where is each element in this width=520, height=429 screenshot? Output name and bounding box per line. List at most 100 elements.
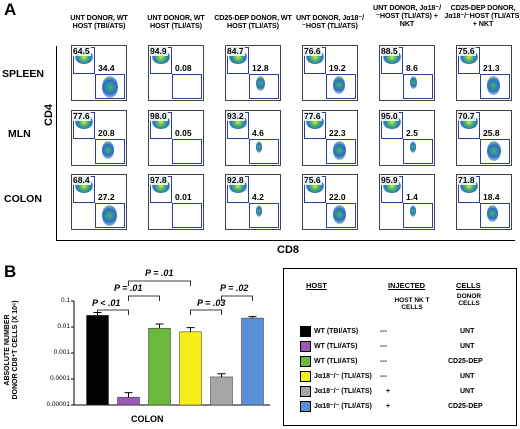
cd8-percentage: 2.5 [405, 128, 419, 138]
cd8-percentage: 25.8 [482, 128, 501, 138]
bar [241, 317, 264, 406]
legend-header-cells: CELLS [456, 281, 481, 290]
flow-plot: 64.5 34.4 [71, 45, 127, 101]
pvalue-label: P < .01 [92, 298, 121, 308]
significance-bracket [190, 309, 222, 315]
bar [117, 396, 140, 406]
cd8-gate [95, 74, 125, 99]
cd8-percentage: 21.3 [482, 63, 501, 73]
cd8-percentage: 0.08 [174, 63, 193, 73]
legend-swatch [300, 356, 311, 367]
row-label-colon: COLON [4, 193, 42, 205]
cd8-gate [172, 139, 202, 164]
y-axis-line [56, 46, 57, 240]
cd8-axis-label: CD8 [277, 244, 300, 256]
cd8-population-blob [487, 205, 499, 223]
cd8-gate [172, 74, 202, 99]
cd8-percentage: 19.2 [328, 63, 347, 73]
legend-subheader-injected: HOST NK T CELLS [394, 297, 430, 311]
flow-plot: 71.8 18.4 [456, 174, 512, 230]
y-tick-label: 0.001 [53, 349, 70, 356]
column-header: UNT DONOR, Jα18⁻/⁻HOST (TLI/ATS) + NKT [372, 3, 442, 28]
flow-plot: 88.5 8.6 [379, 45, 435, 101]
legend-cells: UNT [460, 373, 475, 380]
cd4-percentage: 84.7 [226, 46, 245, 56]
column-header: UNT DONOR, Jα18⁻/⁻HOST (TLI/ATS) [295, 13, 365, 30]
cd8-percentage: 12.8 [251, 63, 270, 73]
bar [86, 315, 109, 406]
flow-plot: 77.6 22.3 [302, 110, 358, 166]
legend-header-host: HOST [306, 281, 327, 290]
cd8-percentage: 1.4 [405, 192, 419, 202]
cd8-gate [480, 203, 510, 228]
legend-injected: --- [380, 343, 387, 350]
significance-bracket [128, 280, 191, 286]
cd4-percentage: 95.0 [380, 111, 399, 121]
cd8-population-blob [102, 141, 115, 160]
cd4-percentage: 88.5 [380, 46, 399, 56]
cd8-population-blob [333, 76, 345, 94]
legend-injected: --- [380, 328, 387, 335]
flow-plot: 98.0 0.05 [148, 110, 204, 166]
cd8-gate [403, 203, 433, 228]
legend-subheader-cells: DONOR CELLS [456, 293, 482, 307]
legend-cells: CD25-DEP [448, 403, 483, 410]
legend-cells: CD25-DEP [448, 358, 483, 365]
cd8-gate [95, 203, 125, 228]
row-label-mln: MLN [8, 128, 31, 140]
pvalue-label: P = .01 [114, 283, 143, 293]
legend-swatch [300, 386, 311, 397]
significance-bracket [128, 295, 160, 301]
cd4-percentage: 95.9 [380, 175, 399, 185]
flow-plot: 77.6 20.8 [71, 110, 127, 166]
bar [210, 376, 233, 406]
cd8-percentage: 20.8 [97, 128, 116, 138]
cd4-percentage: 94.9 [149, 46, 168, 56]
cd8-gate [95, 139, 125, 164]
row-label-spleen: SPLEEN [2, 68, 45, 80]
cd4-percentage: 92.8 [226, 175, 245, 185]
cd8-population-blob [410, 205, 416, 217]
y-tick-label: 0.0001 [50, 375, 70, 382]
cd8-gate [326, 139, 356, 164]
legend-host: Jα18⁻/⁻ (TLI/ATS) [314, 403, 372, 410]
cd8-gate [403, 139, 433, 164]
flow-plot: 94.9 0.08 [148, 45, 204, 101]
flow-plot: 97.8 0.01 [148, 174, 204, 230]
column-header: CD25-DEP DONOR, Jα18⁻/⁻HOST (TLI/ATS) + … [444, 3, 520, 28]
legend-injected: --- [380, 373, 387, 380]
cd8-population-blob [102, 76, 118, 98]
legend-host: Jα18⁻/⁻ (TLI/ATS) [314, 373, 372, 380]
legend-header-injected: INJECTED [388, 281, 426, 290]
flow-plot: 84.7 12.8 [225, 45, 281, 101]
cd8-percentage: 4.2 [251, 192, 265, 202]
column-header: UNT DONOR, WT HOST (TLI/ATS) [147, 13, 205, 30]
legend-box: HOST INJECTED CELLS HOST NK T CELLS DONO… [283, 268, 517, 426]
y-tick-label: 0.1 [60, 297, 70, 304]
cd8-percentage: 0.05 [174, 128, 193, 138]
cd4-percentage: 75.6 [303, 175, 322, 185]
cd8-percentage: 22.3 [328, 128, 347, 138]
flow-plot: 70.7 25.8 [456, 110, 512, 166]
flow-plot: 95.0 2.5 [379, 110, 435, 166]
y-tick-label: 0.01 [57, 323, 70, 330]
bar [148, 327, 171, 406]
bar [179, 331, 202, 406]
pvalue-label: P = .03 [197, 298, 226, 308]
flow-plot: 76.6 19.2 [302, 45, 358, 101]
pvalue-label: P = .01 [145, 268, 174, 278]
legend-injected: + [386, 403, 391, 410]
cd8-gate [172, 203, 202, 228]
significance-bracket [97, 309, 129, 315]
cd4-percentage: 71.8 [457, 175, 476, 185]
cd8-population-blob [410, 76, 418, 90]
cd4-percentage: 93.2 [226, 111, 245, 121]
cd8-population-blob [487, 141, 502, 162]
column-header: CD25-DEP DONOR, WT HOST (TLI/ATS) [214, 13, 292, 30]
cd4-percentage: 77.6 [72, 111, 91, 121]
error-bar [155, 323, 164, 329]
error-bar [248, 316, 257, 319]
cd4-percentage: 70.7 [457, 111, 476, 121]
cd8-population-blob [487, 76, 500, 95]
